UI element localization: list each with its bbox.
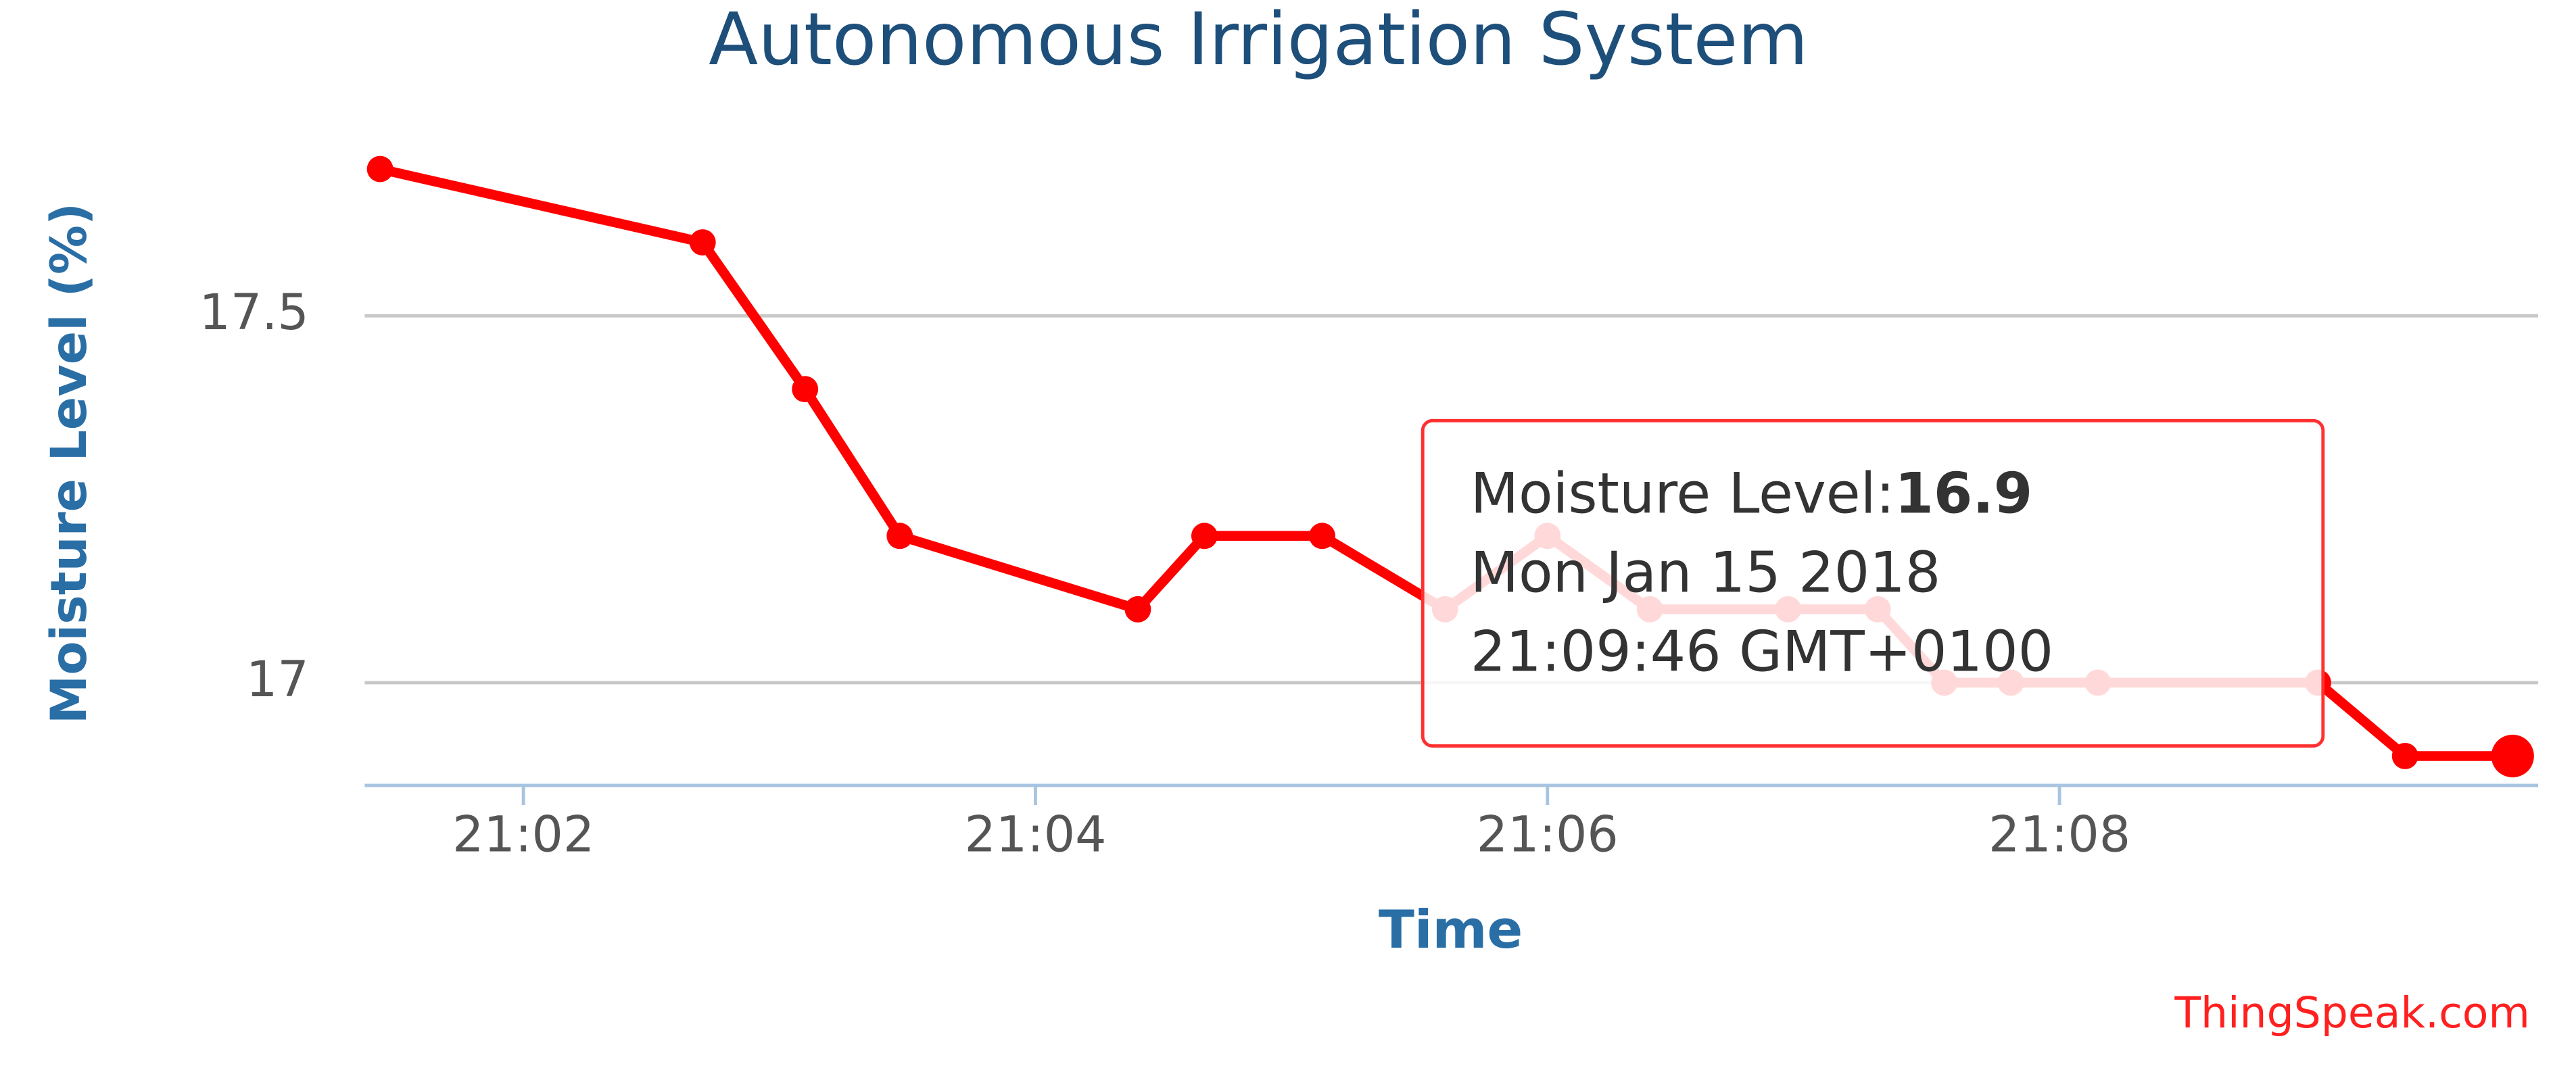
data-point [792,376,819,403]
data-point [689,229,716,256]
x-tick-label: 21:02 [452,806,594,864]
y-axis-label: Moisture Level (%) [41,203,98,724]
tooltip-label: Moisture Level: [1471,462,1895,527]
data-point [886,523,913,550]
data-point [2491,734,2534,778]
tooltip-line: Moisture Level:16.9 [1471,462,2033,527]
tooltip-time: 21:09:46 GMT+0100 [1471,619,2053,684]
x-tick-label: 21:08 [1988,806,2130,864]
credit: ThingSpeak.com [2174,988,2530,1038]
x-tick-label: 21:06 [1477,806,1619,864]
data-point [2391,743,2418,769]
tooltip-date: Mon Jan 15 2018 [1471,541,1941,606]
y-tick-label: 17 [246,651,309,708]
tooltip: Moisture Level:16.9 Mon Jan 15 2018 21:09:… [1421,418,2325,748]
data-point [1191,523,1218,550]
data-point [1309,523,1335,550]
x-tick-label: 21:04 [964,806,1106,864]
tooltip-box [1421,418,2325,748]
data-point [1124,596,1151,623]
x-axis-label: Time [1379,900,1523,961]
data-point [366,155,393,183]
y-tick-label: 17.5 [199,284,309,341]
chart-title: Autonomous Irrigation System [709,0,1808,82]
tooltip-value: 16.9 [1894,462,2032,527]
